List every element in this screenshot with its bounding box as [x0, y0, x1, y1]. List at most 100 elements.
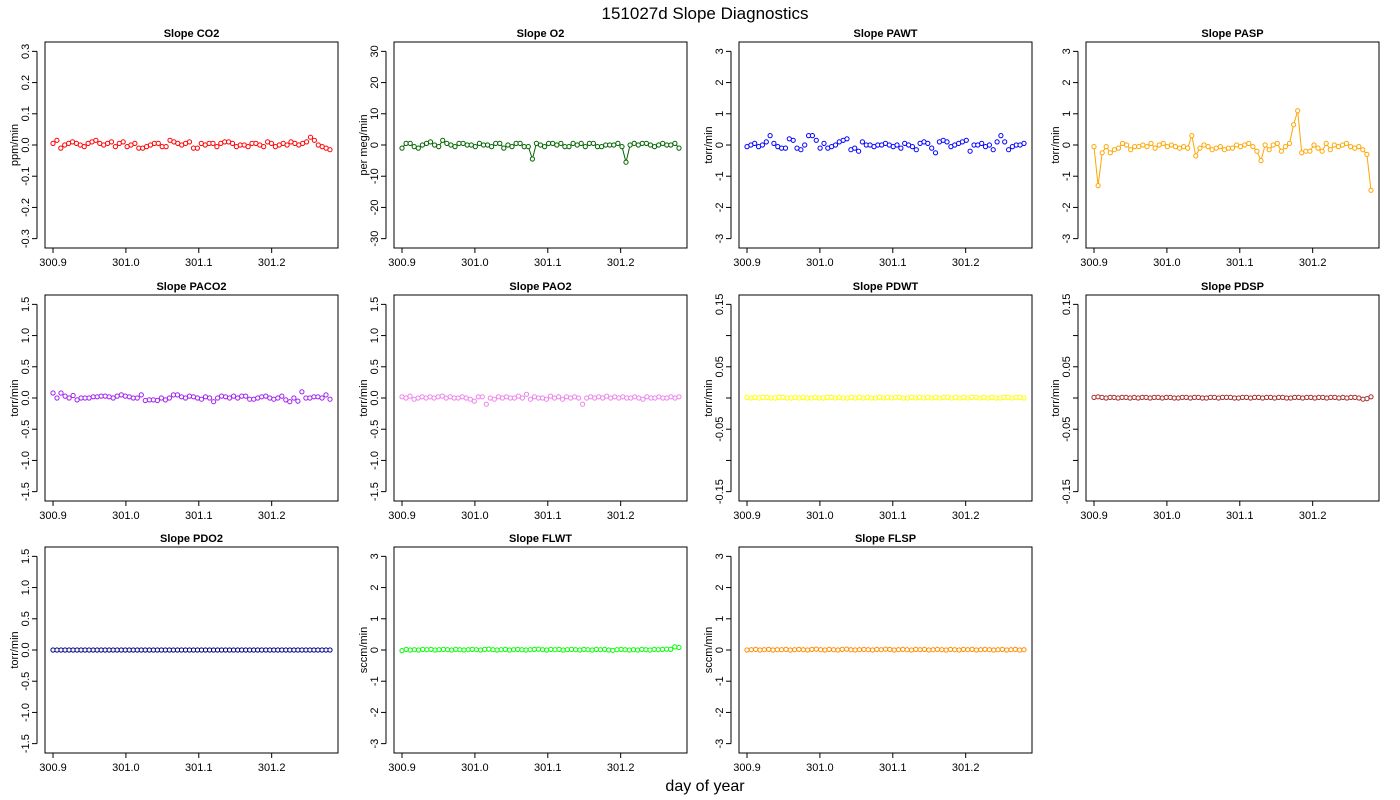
data-point [486, 646, 492, 652]
data-point [568, 646, 575, 653]
y-tick-label: -3 [369, 739, 381, 749]
data-point [626, 647, 633, 653]
data-point [861, 646, 867, 653]
data-point [469, 646, 475, 653]
data-point [894, 142, 900, 148]
data-point [519, 647, 525, 653]
panel-title: Slope PDSP [1201, 281, 1264, 293]
data-point [428, 646, 434, 653]
data-point [304, 139, 310, 145]
y-tick-label: -1.0 [20, 451, 32, 470]
data-point [552, 647, 558, 653]
data-point [1187, 395, 1194, 401]
data-point [427, 139, 434, 145]
data-point [744, 394, 750, 400]
x-tick-label: 301.0 [112, 257, 140, 269]
data-point [639, 140, 645, 146]
data-point [482, 646, 488, 653]
data-point [913, 646, 919, 653]
panel-slope-pdwt: Slope PDWT torr/min -0.15 -0.05 0.05 0.15 300.… [703, 281, 1033, 522]
data-point [319, 395, 325, 401]
x-tick-label: 301.1 [534, 762, 562, 774]
data-point [1344, 395, 1350, 401]
data-point [573, 647, 579, 653]
data-point [839, 646, 845, 653]
x-tick-label: 301.1 [1226, 257, 1254, 269]
data-point [1144, 144, 1150, 150]
data-point [529, 156, 536, 162]
data-point [593, 646, 599, 653]
data-point [182, 395, 189, 401]
data-point [602, 646, 608, 653]
data-point [194, 145, 200, 151]
data-point [788, 395, 794, 401]
data-point [287, 647, 293, 653]
y-tick-label: -0.5 [20, 672, 32, 691]
data-point [763, 139, 769, 145]
data-point [783, 646, 789, 653]
data-point [210, 140, 216, 146]
panel-title: Slope PDWT [853, 281, 919, 293]
data-point [1119, 140, 1126, 146]
data-point [997, 395, 1003, 401]
data-point [132, 140, 138, 146]
data-point [753, 646, 759, 653]
data-point [1124, 142, 1130, 148]
data-point [1091, 394, 1097, 400]
data-point [615, 140, 621, 146]
data-point [908, 647, 915, 653]
data-point [622, 647, 628, 653]
data-point [525, 144, 531, 150]
x-tick-label: 301.2 [1299, 257, 1327, 269]
data-point [813, 137, 819, 143]
data-point [295, 398, 301, 404]
data-point [403, 140, 409, 146]
data-point [259, 394, 265, 400]
data-point [676, 145, 682, 151]
data-point [909, 394, 915, 400]
data-point [407, 140, 413, 146]
data-point [1360, 147, 1366, 153]
y-tick-label: 2 [714, 80, 726, 86]
data-point [582, 144, 588, 150]
data-point [1209, 147, 1215, 153]
data-point [1246, 140, 1252, 146]
data-point [664, 646, 670, 652]
x-tick-label: 300.9 [733, 257, 761, 269]
data-point [1103, 144, 1109, 150]
data-point [1155, 394, 1161, 400]
data-point [315, 394, 321, 400]
data-point [66, 395, 72, 401]
data-point [991, 647, 997, 653]
y-tick-label: 3 [1061, 48, 1073, 54]
data-point [973, 647, 980, 653]
data-point [550, 140, 556, 146]
data-point [1356, 395, 1362, 401]
data-point [961, 394, 967, 400]
data-point [463, 395, 469, 401]
data-point [509, 144, 515, 150]
data-point [664, 395, 670, 401]
data-point [792, 394, 798, 400]
data-point [544, 647, 550, 653]
data-point [1021, 140, 1027, 146]
panel-slope-co2: Slope CO2 ppm/min -0.3 -0.2 -0.1 0.0 0.1 0.2 0.3… [9, 28, 339, 269]
data-point [1148, 140, 1154, 146]
x-tick-label: 301.0 [112, 510, 140, 522]
y-axis-label: ppm/min [9, 124, 21, 166]
x-tick-label: 301.1 [879, 510, 907, 522]
data-point [999, 646, 1005, 653]
y-tick-label: 0.05 [714, 356, 726, 377]
y-tick-label: 0.0 [20, 137, 32, 152]
data-point [844, 646, 850, 652]
panel-slope-paco2: Slope PACO2 torr/min -1.5 -1.0 -0.5 0.0 0.5 1.0… [9, 281, 339, 522]
data-point [672, 140, 678, 146]
data-point [659, 646, 666, 653]
data-point [821, 140, 827, 146]
x-tick-label: 301.0 [461, 257, 489, 269]
data-point [154, 397, 160, 404]
y-tick-label: 30 [369, 45, 381, 57]
data-point [809, 646, 815, 653]
y-tick-label: -2 [714, 708, 726, 718]
y-tick-label: -0.1 [20, 167, 32, 186]
